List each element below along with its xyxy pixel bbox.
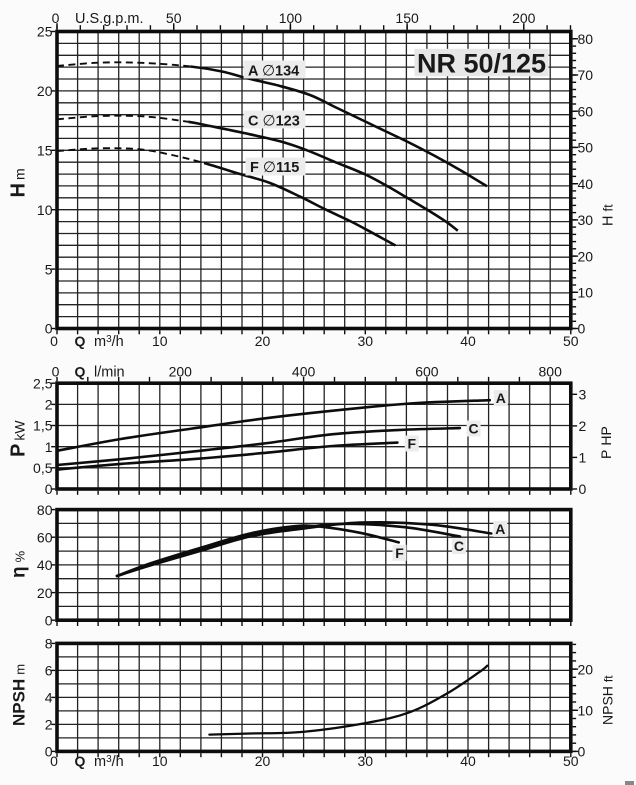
svg-text:l/min: l/min [94, 365, 125, 381]
svg-text:30: 30 [358, 333, 374, 349]
svg-text:15: 15 [37, 143, 53, 159]
svg-text:0: 0 [50, 753, 58, 769]
svg-text:10: 10 [152, 753, 168, 769]
svg-text:40: 40 [37, 557, 53, 573]
svg-text:20: 20 [578, 661, 594, 677]
svg-text:80: 80 [578, 31, 594, 47]
svg-text:1: 1 [45, 439, 53, 455]
svg-text:Q: Q [75, 753, 86, 769]
svg-text:10: 10 [578, 285, 594, 301]
svg-text:60: 60 [578, 103, 594, 119]
svg-text:200: 200 [512, 10, 536, 26]
svg-text:A: A [495, 521, 505, 537]
svg-text:0: 0 [45, 321, 53, 337]
svg-text:0: 0 [45, 744, 53, 760]
svg-text:20: 20 [255, 333, 271, 349]
svg-text:20: 20 [37, 585, 53, 601]
svg-text:60: 60 [37, 530, 53, 546]
svg-text:40: 40 [578, 176, 594, 192]
svg-text:50: 50 [563, 333, 579, 349]
svg-text:600: 600 [415, 364, 439, 380]
svg-text:m3/h: m3/h [94, 754, 124, 770]
svg-text:F: F [408, 436, 417, 452]
svg-text:5: 5 [45, 261, 53, 277]
svg-text:70: 70 [578, 67, 594, 83]
svg-text:6: 6 [45, 663, 53, 679]
svg-text:1,5: 1,5 [33, 418, 53, 434]
svg-text:40: 40 [460, 333, 476, 349]
svg-text:25: 25 [37, 24, 53, 40]
svg-text:50: 50 [563, 753, 579, 769]
svg-text:A ∅134: A ∅134 [248, 63, 299, 80]
svg-text:2: 2 [45, 397, 53, 413]
svg-text:50: 50 [578, 140, 594, 156]
svg-text:0: 0 [579, 481, 587, 497]
svg-text:30: 30 [578, 212, 594, 228]
svg-text:C: C [454, 538, 464, 554]
svg-text:3: 3 [579, 387, 587, 403]
svg-text:100: 100 [279, 10, 303, 26]
svg-text:F: F [395, 545, 404, 561]
svg-text:0: 0 [578, 744, 586, 760]
svg-text:0: 0 [50, 333, 58, 349]
svg-text:10: 10 [152, 333, 168, 349]
svg-text:NR 50/125: NR 50/125 [417, 49, 546, 79]
svg-text:U.S.g.p.m.: U.S.g.p.m. [75, 11, 144, 27]
svg-text:20: 20 [578, 248, 594, 264]
svg-text:0: 0 [45, 612, 53, 628]
svg-text:400: 400 [292, 364, 316, 380]
svg-text:40: 40 [460, 753, 476, 769]
svg-text:F ∅115: F ∅115 [250, 159, 299, 176]
svg-text:10: 10 [578, 703, 594, 719]
svg-text:50: 50 [166, 10, 182, 26]
svg-text:8: 8 [45, 636, 53, 652]
svg-text:NPSHft: NPSHft [600, 675, 616, 725]
svg-text:0: 0 [52, 364, 60, 380]
svg-text:20: 20 [37, 83, 53, 99]
svg-text:C: C [469, 421, 479, 437]
svg-text:2: 2 [579, 418, 587, 434]
svg-text:1: 1 [579, 450, 587, 466]
svg-text:800: 800 [539, 364, 563, 380]
svg-text:NPSHm: NPSHm [10, 664, 29, 726]
svg-text:m3/h: m3/h [94, 334, 124, 350]
svg-text:Q: Q [75, 364, 86, 380]
svg-text:PkW: PkW [8, 420, 30, 457]
svg-text:0: 0 [45, 481, 53, 497]
svg-text:30: 30 [358, 753, 374, 769]
svg-text:C ∅123: C ∅123 [248, 113, 300, 130]
svg-text:150: 150 [395, 10, 419, 26]
svg-text:20: 20 [255, 753, 271, 769]
svg-text:Q: Q [75, 333, 86, 349]
svg-text:4: 4 [45, 690, 53, 706]
svg-text:80: 80 [37, 502, 53, 518]
svg-text:0,5: 0,5 [33, 460, 53, 476]
svg-text:200: 200 [169, 364, 193, 380]
svg-text:0: 0 [578, 321, 586, 337]
svg-text:2,5: 2,5 [33, 375, 53, 391]
svg-text:2: 2 [45, 717, 53, 733]
svg-text:A: A [496, 390, 506, 406]
svg-text:10: 10 [37, 202, 53, 218]
svg-text:0: 0 [52, 10, 60, 26]
svg-text:PHP: PHP [598, 426, 614, 459]
